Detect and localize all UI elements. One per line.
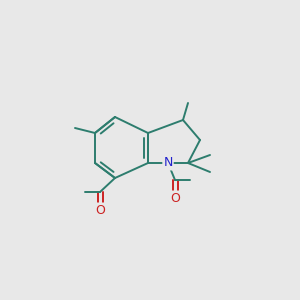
Text: O: O <box>170 191 180 205</box>
Text: O: O <box>95 203 105 217</box>
Text: N: N <box>163 157 173 169</box>
